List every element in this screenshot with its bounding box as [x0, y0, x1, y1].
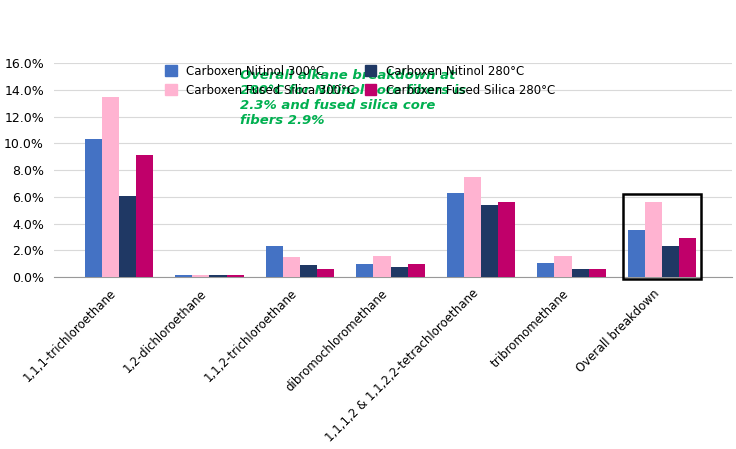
Bar [645, 202, 662, 277]
Bar [498, 202, 515, 277]
Bar [85, 139, 102, 277]
Bar [481, 205, 498, 277]
Bar [623, 194, 701, 278]
Bar [136, 155, 153, 277]
Legend: Carboxen Nitinol 300°C, Carboxen Fused Silica 300°C, Carboxen Nitinol 280°C, Car: Carboxen Nitinol 300°C, Carboxen Fused S… [165, 65, 555, 97]
Text: Overall alkane breakdown at
280°C for Nitinol core fibers is
2.3% and fused sili: Overall alkane breakdown at 280°C for Ni… [240, 70, 467, 128]
Bar [679, 238, 696, 277]
Bar [210, 275, 227, 277]
Bar [227, 275, 244, 277]
Bar [300, 265, 317, 277]
Bar [589, 269, 606, 277]
Bar [283, 257, 300, 277]
Bar [102, 97, 119, 277]
Bar [554, 256, 572, 277]
Bar [373, 256, 391, 277]
Bar [662, 247, 679, 277]
Bar [537, 263, 554, 277]
Bar [391, 267, 408, 277]
Bar [572, 269, 589, 277]
Bar [628, 230, 645, 277]
Bar [408, 264, 425, 277]
Bar [119, 196, 136, 277]
Bar [266, 247, 283, 277]
Bar [317, 269, 334, 277]
Bar [464, 177, 481, 277]
Bar [356, 264, 373, 277]
Bar [447, 193, 464, 277]
Bar [192, 275, 210, 277]
Bar [175, 275, 192, 277]
